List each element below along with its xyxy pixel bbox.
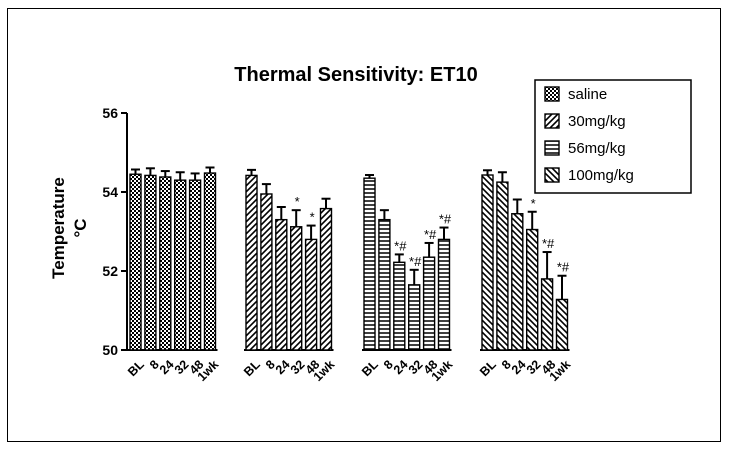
legend-swatch [544, 167, 560, 183]
legend-swatch [544, 113, 560, 129]
significance-marker: *# [439, 212, 452, 227]
legend-label: saline [568, 86, 607, 103]
bar [540, 278, 554, 351]
bar [173, 179, 187, 351]
x-tick-label: BL [125, 357, 147, 379]
significance-marker: *# [409, 254, 422, 269]
bar [144, 174, 157, 351]
y-tick-label: 52 [102, 263, 118, 279]
legend-swatch [544, 140, 560, 156]
bar [378, 218, 391, 351]
legend-label: 56mg/kg [568, 140, 626, 157]
significance-marker: * [295, 194, 300, 209]
bar [159, 176, 172, 351]
bar [275, 218, 288, 351]
bar [319, 207, 333, 351]
bar [511, 213, 524, 351]
y-axis-label-line2: °C [71, 218, 90, 237]
bar [555, 298, 569, 351]
bar [290, 226, 303, 351]
bar [245, 174, 258, 351]
bar [437, 238, 451, 351]
bar [363, 177, 376, 351]
y-axis-label: Temperature [49, 177, 68, 279]
axes: 50 52 54 56 [102, 105, 570, 358]
significance-marker: *# [557, 260, 570, 275]
bar [481, 174, 494, 351]
legend-label: 30mg/kg [568, 113, 626, 130]
y-axis-label-line1: Temperature [49, 177, 68, 279]
x-tick-label: BL [359, 357, 381, 379]
legend-label: 100mg/kg [568, 167, 634, 184]
y-axis-unit: °C [71, 218, 90, 237]
bars: ***#*#*#*#**#*# [129, 166, 570, 351]
bar [393, 261, 406, 351]
bar [526, 228, 539, 351]
significance-marker: * [531, 196, 536, 211]
significance-marker: *# [542, 236, 555, 251]
bar [422, 256, 436, 351]
x-tick-label: BL [477, 357, 499, 379]
bar [304, 238, 318, 351]
y-tick-label: 56 [102, 105, 118, 121]
legend-box [534, 79, 692, 194]
y-tick-label: 50 [102, 342, 118, 358]
bar [129, 173, 142, 351]
bar [203, 172, 217, 351]
legend-swatch [544, 86, 560, 102]
legend: saline 30mg/kg 56mg/kg 100mg/kg [534, 79, 692, 194]
significance-marker: *# [424, 227, 437, 242]
bar [260, 193, 273, 351]
x-tick-label: BL [241, 357, 263, 379]
bar [496, 181, 509, 351]
bar [188, 179, 202, 351]
significance-marker: * [310, 210, 315, 225]
significance-marker: *# [394, 238, 407, 253]
chart-title: Thermal Sensitivity: ET10 [234, 64, 477, 86]
bar [408, 284, 421, 351]
y-tick-label: 54 [102, 184, 118, 200]
